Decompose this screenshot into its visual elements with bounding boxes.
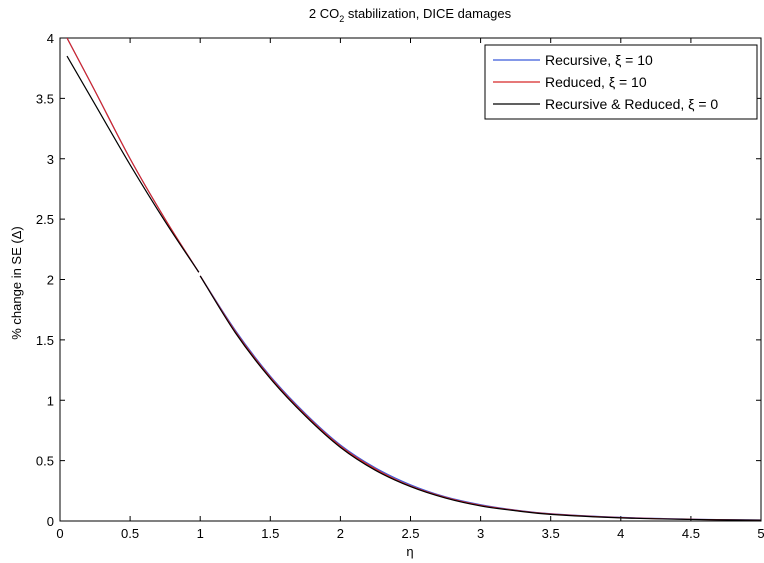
series-line-3-segment-1 bbox=[66, 55, 200, 273]
x-tick-label: 0 bbox=[56, 526, 63, 541]
legend-label-1: Recursive, ξ = 10 bbox=[545, 52, 653, 68]
y-axis: 0 0.5 1 1.5 2 2.5 3 3.5 4 bbox=[36, 31, 761, 529]
x-tick-label: 1 bbox=[197, 526, 204, 541]
y-tick-label: 0 bbox=[47, 514, 54, 529]
y-tick-label: 2.5 bbox=[36, 212, 54, 227]
title-rest: stabilization, DICE damages bbox=[344, 6, 511, 21]
y-tick-label: 2 bbox=[47, 273, 54, 288]
y-tick-label: 1 bbox=[47, 393, 54, 408]
x-axis: 0 0.5 1 1.5 2 2.5 3 3.5 4 4.5 5 bbox=[56, 38, 764, 541]
series-layer bbox=[66, 38, 761, 521]
series-line-3-segment-2 bbox=[199, 275, 761, 521]
y-tick-label: 4 bbox=[47, 31, 54, 46]
y-tick-label: 1.5 bbox=[36, 333, 54, 348]
y-tick-label: 0.5 bbox=[36, 454, 54, 469]
series-line-2-segment-1 bbox=[66, 38, 200, 273]
legend-label-2: Reduced, ξ = 10 bbox=[545, 74, 647, 90]
title-subscript: 2 bbox=[339, 14, 344, 24]
x-tick-label: 1.5 bbox=[261, 526, 279, 541]
legend: Recursive, ξ = 10 Reduced, ξ = 10 Recursiv… bbox=[484, 44, 758, 120]
x-tick-label: 2 bbox=[337, 526, 344, 541]
x-tick-label: 5 bbox=[757, 526, 764, 541]
y-axis-label: % change in SE (Δ) bbox=[9, 226, 24, 339]
x-axis-label: η bbox=[406, 544, 413, 559]
title-main: 2 CO bbox=[309, 6, 339, 21]
y-tick-label: 3.5 bbox=[36, 91, 54, 106]
legend-label-3: Recursive & Reduced, ξ = 0 bbox=[545, 96, 718, 112]
x-tick-label: 3 bbox=[477, 526, 484, 541]
x-tick-label: 0.5 bbox=[121, 526, 139, 541]
y-tick-label: 3 bbox=[47, 152, 54, 167]
x-tick-label: 4.5 bbox=[682, 526, 700, 541]
x-tick-label: 4 bbox=[617, 526, 624, 541]
x-tick-label: 2.5 bbox=[401, 526, 419, 541]
x-tick-label: 3.5 bbox=[542, 526, 560, 541]
chart-title: 2 CO2 stabilization, DICE damages bbox=[309, 6, 512, 24]
